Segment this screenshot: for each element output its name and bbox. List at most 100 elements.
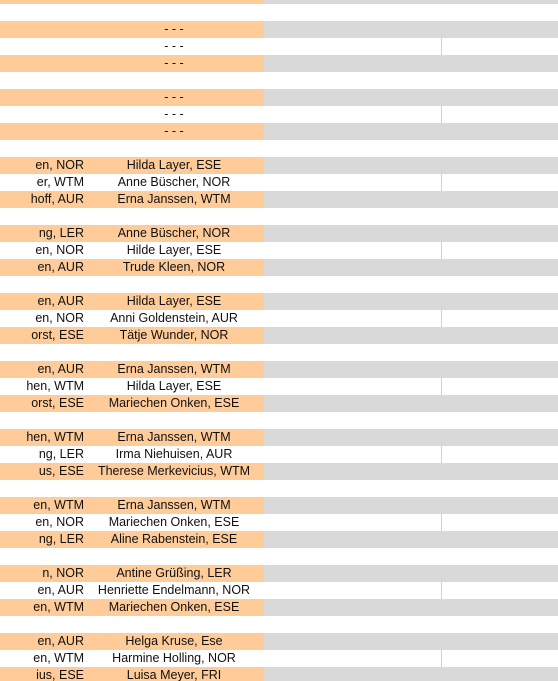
cell-partner-left[interactable]: en, WTM [0, 497, 84, 514]
cell-partner-right[interactable] [84, 548, 264, 565]
cell-partner-left[interactable]: ng, LER [0, 531, 84, 548]
cell-empty[interactable] [264, 344, 441, 361]
cell-partner-right[interactable]: Hilda Layer, ESE [84, 157, 264, 174]
cell-partner-right[interactable]: Helga Kruse, Ese [84, 633, 264, 650]
cell-empty[interactable] [264, 140, 441, 157]
cell-empty[interactable] [264, 361, 441, 378]
cell-partner-right[interactable]: Hilda Layer, ESE [126, 379, 222, 393]
cell-empty[interactable] [441, 446, 558, 463]
cell-partner-right[interactable]: - - - [84, 89, 264, 106]
cell-empty[interactable] [441, 344, 558, 361]
cell-empty[interactable] [441, 599, 558, 616]
cell-empty[interactable] [264, 157, 441, 174]
cell-empty[interactable] [441, 616, 558, 633]
cell-empty[interactable] [441, 208, 558, 225]
cell-partner-right[interactable]: Luisa Meyer, FRI [84, 667, 264, 681]
cell-empty[interactable] [264, 72, 441, 89]
cell-partner-left[interactable]: en, AUR [0, 293, 84, 310]
cell-empty[interactable] [441, 514, 558, 531]
cell-empty[interactable] [441, 327, 558, 344]
cell-empty[interactable] [441, 497, 558, 514]
cell-partner-left[interactable]: er, WTM [36, 175, 84, 189]
cell-partner-left[interactable]: en, WTM [33, 651, 84, 665]
cell-partner-left[interactable] [0, 123, 84, 140]
cell-partner-right[interactable]: Mariechen Onken, ESE [84, 395, 264, 412]
cell-empty[interactable] [264, 565, 441, 582]
cell-partner-right[interactable] [84, 0, 264, 4]
cell-empty[interactable] [441, 293, 558, 310]
cell-empty[interactable] [441, 72, 558, 89]
cell-partner-left[interactable] [0, 0, 84, 4]
cell-empty[interactable] [441, 157, 558, 174]
cell-empty[interactable] [264, 378, 441, 395]
cell-partner-right[interactable]: Harmine Holling, NOR [112, 651, 236, 665]
cell-partner-right[interactable]: Mariechen Onken, ESE [108, 515, 240, 529]
cell-partner-left[interactable]: en, NOR [0, 157, 84, 174]
cell-partner-left[interactable]: us, ESE [0, 463, 84, 480]
cell-partner-right[interactable] [84, 208, 264, 225]
cell-partner-left[interactable] [0, 412, 84, 429]
cell-partner-right[interactable] [84, 140, 264, 157]
cell-partner-right[interactable]: Trude Kleen, NOR [84, 259, 264, 276]
cell-empty[interactable] [264, 106, 441, 123]
cell-partner-left[interactable]: ng, LER [0, 225, 84, 242]
cell-partner-left[interactable] [0, 548, 84, 565]
cell-empty[interactable] [264, 0, 441, 4]
cell-partner-right[interactable] [84, 616, 264, 633]
cell-partner-right[interactable]: Erna Janssen, WTM [84, 497, 264, 514]
cell-partner-right[interactable]: Anni Goldenstein, AUR [110, 311, 238, 325]
cell-partner-left[interactable] [0, 140, 84, 157]
cell-partner-right[interactable]: Anne Büscher, NOR [84, 225, 264, 242]
cell-empty[interactable] [264, 514, 441, 531]
cell-empty[interactable] [264, 174, 441, 191]
cell-empty[interactable] [264, 429, 441, 446]
cell-partner-left[interactable]: hen, WTM [26, 379, 84, 393]
cell-empty[interactable] [264, 123, 441, 140]
cell-empty[interactable] [441, 174, 558, 191]
cell-partner-right[interactable]: Aline Rabenstein, ESE [84, 531, 264, 548]
cell-empty[interactable] [441, 378, 558, 395]
cell-partner-left[interactable]: en, NOR [35, 311, 84, 325]
cell-empty[interactable] [441, 429, 558, 446]
cell-empty[interactable] [264, 599, 441, 616]
cell-empty[interactable] [441, 38, 558, 55]
cell-empty[interactable] [264, 293, 441, 310]
cell-empty[interactable] [264, 633, 441, 650]
cell-partner-left[interactable]: ius, ESE [0, 667, 84, 681]
cell-empty[interactable] [264, 582, 441, 599]
cell-partner-right[interactable]: Henriette Endelmann, NOR [97, 583, 251, 597]
cell-partner-right[interactable]: - - - [84, 123, 264, 140]
cell-partner-left[interactable] [0, 616, 84, 633]
cell-empty[interactable] [264, 310, 441, 327]
cell-partner-left[interactable] [0, 55, 84, 72]
cell-empty[interactable] [441, 276, 558, 293]
cell-empty[interactable] [264, 650, 441, 667]
cell-empty[interactable] [264, 225, 441, 242]
cell-partner-right[interactable]: Irma Niehuisen, AUR [115, 447, 233, 461]
cell-empty[interactable] [441, 361, 558, 378]
cell-partner-right[interactable] [84, 344, 264, 361]
cell-partner-left[interactable] [0, 89, 84, 106]
cell-empty[interactable] [264, 276, 441, 293]
cell-empty[interactable] [441, 412, 558, 429]
cell-empty[interactable] [441, 55, 558, 72]
cell-partner-left[interactable]: en, NOR [35, 515, 84, 529]
cell-empty[interactable] [441, 310, 558, 327]
cell-empty[interactable] [441, 123, 558, 140]
cell-partner-left[interactable]: orst, ESE [0, 395, 84, 412]
cell-partner-left[interactable] [0, 106, 84, 123]
cell-partner-right[interactable]: - - - [84, 55, 264, 72]
cell-partner-left[interactable] [0, 21, 84, 38]
cell-partner-left[interactable]: n, NOR [0, 565, 84, 582]
cell-empty[interactable] [441, 259, 558, 276]
cell-empty[interactable] [264, 412, 441, 429]
cell-empty[interactable] [264, 55, 441, 72]
cell-empty[interactable] [441, 191, 558, 208]
cell-empty[interactable] [264, 463, 441, 480]
cell-partner-left[interactable]: en, AUR [37, 583, 84, 597]
cell-empty[interactable] [264, 191, 441, 208]
cell-empty[interactable] [264, 259, 441, 276]
cell-empty[interactable] [264, 327, 441, 344]
cell-partner-right[interactable]: Antine Grüßing, LER [84, 565, 264, 582]
cell-empty[interactable] [264, 616, 441, 633]
